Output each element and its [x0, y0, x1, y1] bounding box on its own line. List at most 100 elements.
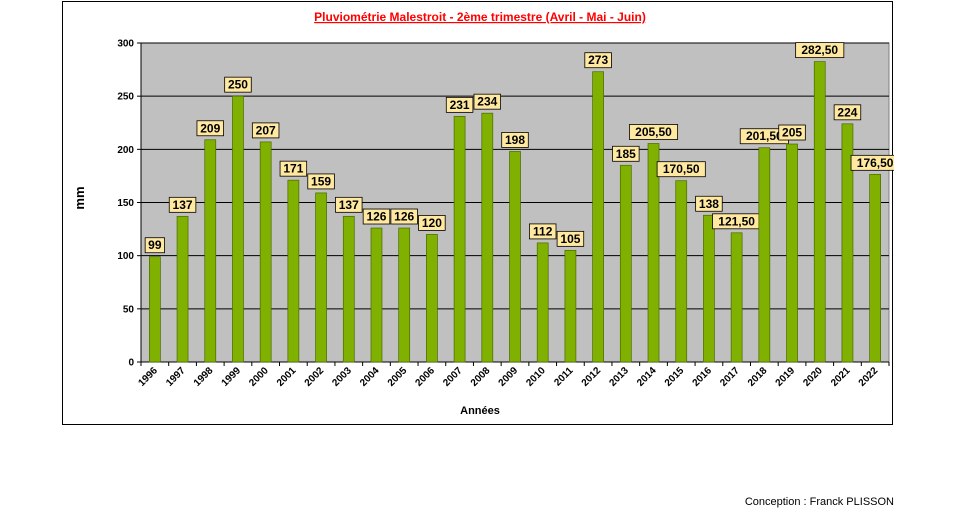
bar-2008: [481, 112, 494, 363]
data-label-box: [656, 161, 706, 178]
data-label-box: [445, 96, 474, 113]
y-tick-label: 100: [117, 251, 134, 262]
bar-2004: [370, 227, 383, 363]
x-tick-label: 2012: [580, 365, 604, 389]
x-tick-label: 1996: [136, 365, 160, 389]
data-label-box: [629, 124, 679, 140]
x-tick-label: 2008: [469, 365, 493, 389]
data-label: 201,50: [746, 129, 783, 143]
x-tick-label: 2016: [691, 365, 715, 389]
data-label-box: [695, 195, 723, 212]
bar-2013: [619, 164, 632, 363]
data-label-box: [473, 93, 501, 110]
x-tick-label: 2022: [857, 365, 881, 389]
bar-2001: [287, 179, 300, 363]
data-label: 224: [837, 105, 857, 119]
y-tick-label: 0: [128, 358, 134, 369]
bar-2002: [315, 192, 327, 363]
bar-1997: [176, 215, 189, 363]
data-label-box: [556, 230, 585, 247]
data-label: 159: [311, 174, 331, 188]
bar-2011: [564, 250, 577, 363]
data-label-box: [612, 145, 640, 162]
bar-chart: Pluviométrie Malestroit - 2ème trimestre…: [72, 10, 894, 417]
data-label-box: [501, 132, 529, 148]
x-tick-label: 2006: [413, 365, 437, 389]
data-label: 105: [560, 232, 580, 246]
data-label: 185: [616, 147, 636, 161]
bar-2000: [259, 141, 272, 363]
x-tick-label: 2018: [746, 365, 770, 389]
data-label: 121,50: [718, 214, 755, 228]
bar-2012: [592, 71, 604, 363]
data-label: 234: [477, 95, 497, 109]
y-tick-label: 150: [117, 198, 134, 209]
author-credit: Conception : Franck PLISSON: [744, 496, 894, 508]
data-label: 205: [782, 126, 802, 140]
x-tick-label: 1998: [192, 365, 216, 389]
x-tick-label: 2004: [358, 365, 382, 389]
data-label-box: [307, 173, 335, 190]
chart-title: Pluviométrie Malestroit - 2ème trimestre…: [314, 10, 646, 24]
data-label: 120: [422, 216, 442, 230]
data-label-box: [251, 122, 280, 139]
data-label: 170,50: [663, 162, 700, 176]
x-tick-label: 2013: [607, 365, 631, 389]
data-label: 282,50: [801, 43, 838, 57]
data-label-box: [850, 154, 894, 171]
y-axis-label: mm: [72, 186, 87, 209]
bar-2018: [758, 147, 771, 363]
bar-1999: [232, 95, 244, 363]
bar-2005: [398, 227, 411, 363]
data-label: 273: [588, 53, 608, 67]
data-label: 209: [200, 121, 220, 135]
x-tick-label: 1997: [164, 365, 188, 389]
data-label: 176,50: [857, 156, 894, 170]
data-label-box: [144, 237, 165, 254]
chart-frame: Pluviométrie Malestroit - 2ème trimestre…: [62, 1, 894, 425]
bar-2017: [730, 232, 743, 363]
x-tick-label: 2001: [275, 365, 299, 389]
x-tick-label: 2007: [441, 365, 465, 389]
x-tick-label: 2011: [552, 365, 575, 388]
x-tick-label: 2003: [330, 365, 354, 389]
bar-2003: [342, 215, 355, 363]
bar-2007: [453, 116, 466, 363]
data-label-box: [418, 214, 446, 231]
bar-2015: [675, 180, 688, 363]
data-label: 137: [339, 198, 359, 212]
data-label: 198: [505, 133, 525, 147]
data-label: 207: [256, 123, 276, 137]
bar-2021: [841, 123, 854, 363]
data-label-box: [833, 104, 862, 121]
data-label: 205,50: [635, 125, 672, 139]
data-label-box: [529, 223, 557, 240]
data-label: 126: [394, 210, 414, 224]
data-label: 99: [148, 238, 162, 252]
data-label: 171: [283, 162, 303, 176]
bar-2020: [813, 61, 826, 363]
bar-2016: [703, 214, 715, 363]
x-tick-label: 2020: [801, 365, 825, 389]
data-label: 126: [366, 210, 386, 224]
bar-2006: [426, 234, 438, 363]
data-label: 138: [699, 197, 719, 211]
bar-2009: [509, 151, 521, 363]
data-label: 231: [450, 98, 470, 112]
data-label-box: [390, 208, 418, 225]
y-tick-label: 250: [117, 92, 134, 103]
x-tick-label: 2021: [829, 365, 853, 389]
data-label-box: [224, 76, 252, 93]
data-label: 250: [228, 78, 248, 92]
data-label-box: [795, 42, 845, 59]
x-tick-label: 2010: [524, 365, 548, 389]
x-axis-label: Années: [460, 405, 500, 417]
bar-2014: [647, 143, 660, 363]
x-tick-label: 2000: [247, 365, 271, 389]
data-label-box: [168, 196, 197, 213]
bar-1998: [204, 139, 217, 363]
data-label-box: [362, 208, 391, 225]
x-tick-label: 2015: [663, 365, 687, 389]
data-label-box: [279, 160, 308, 177]
x-tick-label: 2017: [718, 365, 742, 389]
